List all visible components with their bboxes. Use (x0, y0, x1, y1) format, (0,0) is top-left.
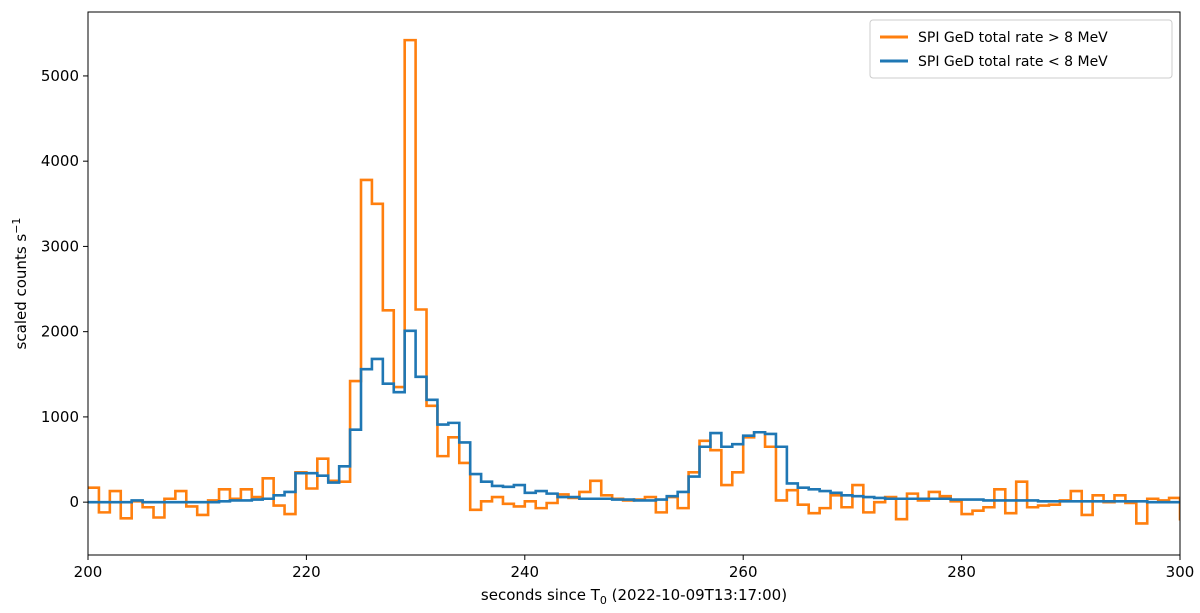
x-tick-label: 240 (510, 563, 539, 581)
series-above-8mev-line (88, 38, 1180, 525)
x-axis-label-subscript: 0 (600, 594, 607, 607)
y-axis-label: scaled counts s−1 (10, 218, 30, 350)
y-tick-label: 5000 (41, 67, 79, 85)
y-tick-label: 4000 (41, 152, 79, 170)
y-tick-label: 2000 (41, 323, 79, 341)
x-axis: 200 220 240 260 280 300 (74, 555, 1195, 581)
y-axis-label-main: scaled counts s (12, 234, 30, 350)
y-axis-label-superscript: −1 (10, 218, 23, 234)
series-below-8mev-line (88, 329, 1180, 504)
y-axis: 0 1000 2000 3000 4000 5000 (41, 67, 88, 511)
legend-label-above-8mev: SPI GeD total rate > 8 MeV (918, 30, 1108, 46)
x-axis-label-rest: (2022-10-09T13:17:00) (607, 586, 787, 604)
y-tick-label: 0 (69, 493, 79, 511)
y-tick-label: 3000 (41, 237, 79, 255)
plot-frame (87, 11, 1181, 556)
series-layer (88, 38, 1180, 525)
x-tick-label: 300 (1166, 563, 1195, 581)
y-tick-label: 1000 (41, 408, 79, 426)
legend-label-below-8mev: SPI GeD total rate < 8 MeV (918, 54, 1108, 70)
x-axis-label: seconds since T0 (2022-10-09T13:17:00) (481, 586, 787, 607)
legend: SPI GeD total rate > 8 MeV SPI GeD total… (869, 19, 1173, 79)
x-tick-label: 220 (292, 563, 321, 581)
x-tick-label: 260 (729, 563, 758, 581)
x-tick-label: 280 (947, 563, 976, 581)
x-axis-label-main: seconds since T (481, 586, 601, 604)
x-tick-label: 200 (74, 563, 103, 581)
legend-box (869, 19, 1173, 79)
